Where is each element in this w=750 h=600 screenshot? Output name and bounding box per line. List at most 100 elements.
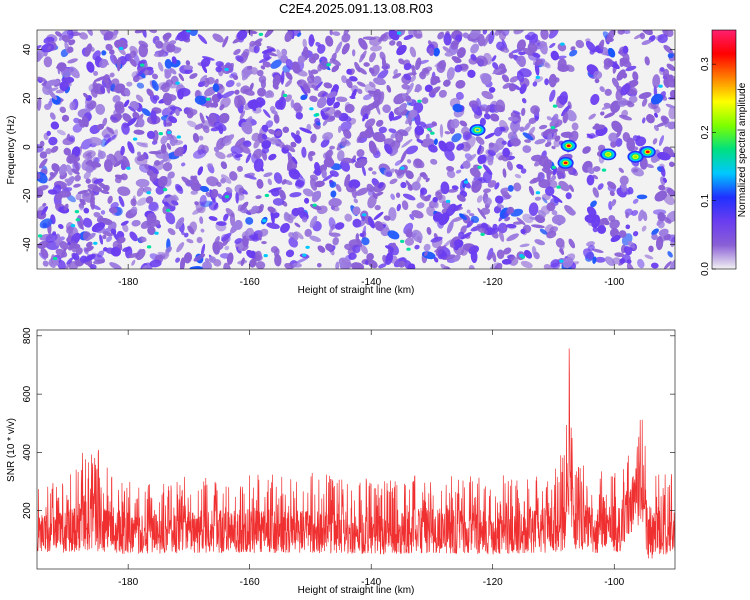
heatmap-cell — [186, 238, 194, 244]
heatmap-cell — [68, 135, 75, 142]
heatmap-cell — [376, 119, 384, 127]
heatmap-cell — [358, 38, 368, 50]
heatmap-cell — [329, 181, 337, 188]
heatmap-cell — [651, 233, 658, 241]
heatmap-cell — [102, 117, 108, 127]
heatmap-cell — [155, 40, 164, 49]
heatmap-cell — [284, 262, 294, 269]
heatmap-hotspot — [600, 148, 617, 161]
heatmap-cell — [426, 226, 432, 235]
heatmap-cell — [571, 122, 579, 131]
heatmap-cell — [314, 118, 321, 124]
heatmap-cell — [166, 208, 171, 212]
heatmap-cell — [664, 261, 672, 269]
heatmap-cell — [542, 130, 549, 137]
heatmap-cell — [483, 197, 492, 206]
heatmap-cell — [400, 181, 407, 189]
heatmap-cell — [378, 32, 389, 42]
heatmap-cell — [67, 46, 74, 53]
heatmap-cell — [456, 194, 466, 202]
heatmap-cell — [181, 176, 192, 186]
heatmap-cell — [465, 136, 476, 149]
heatmap-cell — [549, 89, 556, 102]
heatmap-cell — [52, 256, 58, 261]
heatmap-cell — [186, 30, 191, 33]
heatmap-cell — [483, 113, 491, 120]
heatmap-cell — [446, 170, 456, 179]
heatmap-cell — [621, 109, 629, 118]
heatmap-cell — [312, 203, 317, 207]
heatmap-cell — [325, 243, 334, 251]
heatmap-cell — [83, 171, 91, 180]
heatmap-cell — [227, 252, 234, 265]
heatmap-cell — [309, 95, 318, 103]
heatmap-cell — [316, 97, 327, 109]
heatmap-cell — [360, 105, 371, 117]
heatmap-cell — [552, 104, 558, 108]
heatmap-cell — [66, 154, 77, 164]
heatmap-cell — [521, 98, 527, 104]
heatmap-cell — [242, 245, 249, 251]
heatmap-cell — [455, 91, 464, 100]
heatmap-cell — [586, 174, 595, 186]
heatmap-cell — [327, 91, 337, 99]
heatmap-cell — [85, 178, 91, 184]
heatmap-cell — [273, 172, 283, 184]
heatmap-cell — [583, 248, 594, 260]
heatmap-cell — [520, 168, 527, 174]
heatmap-cell — [120, 145, 125, 156]
heatmap-cell — [496, 203, 505, 209]
heatmap-cell — [112, 54, 118, 65]
heatmap-cell — [106, 126, 115, 135]
heatmap-cell — [220, 96, 231, 108]
heatmap-cell — [114, 83, 126, 94]
heatmap-cell — [101, 50, 107, 56]
heatmap-cell — [317, 245, 326, 253]
heatmap-cell — [282, 144, 290, 150]
heatmap-cell — [551, 209, 558, 216]
heatmap-cell — [273, 113, 280, 124]
heatmap-cell — [151, 80, 159, 91]
heatmap-cell — [160, 143, 167, 154]
heatmap-cell — [505, 223, 517, 229]
heatmap-cell — [100, 210, 106, 215]
heatmap-cell — [199, 112, 205, 124]
heatmap-cell — [384, 143, 393, 155]
heatmap-cell — [297, 55, 306, 64]
heatmap-cell — [88, 137, 103, 146]
heatmap-cell — [416, 202, 425, 209]
heatmap-cell — [275, 130, 282, 137]
heatmap-cell — [397, 103, 407, 113]
heatmap-cell — [263, 172, 273, 178]
heatmap-cell — [552, 214, 566, 225]
heatmap-cell — [569, 49, 578, 57]
heatmap-cell — [411, 229, 423, 243]
heatmap-cell — [245, 152, 252, 164]
heatmap-cell — [261, 133, 268, 140]
heatmap-cell — [534, 59, 543, 66]
heatmap-cell — [501, 140, 507, 145]
heatmap-cell — [657, 220, 665, 229]
heatmap-cell — [341, 33, 351, 43]
heatmap-cell — [66, 225, 74, 234]
heatmap-cell — [235, 192, 239, 204]
heatmap-cell — [456, 143, 465, 151]
heatmap-cell — [116, 230, 125, 239]
heatmap-cell — [367, 194, 377, 209]
heatmap-cell — [212, 241, 220, 255]
heatmap-cell — [592, 226, 598, 233]
heatmap-cell — [59, 106, 67, 113]
heatmap-cell — [567, 209, 576, 216]
hotspot-ring — [645, 150, 650, 154]
heatmap-cell — [181, 162, 186, 167]
heatmap-cell — [223, 213, 229, 222]
heatmap-cell — [414, 244, 420, 250]
heatmap-cell — [627, 186, 634, 195]
heatmap-cell — [203, 77, 210, 88]
heatmap-cell — [414, 125, 425, 136]
y-tick-label: 400 — [22, 444, 33, 461]
heatmap-cell — [632, 168, 639, 173]
heatmap-cell — [666, 63, 675, 71]
heatmap-cell — [381, 57, 387, 71]
heatmap-cell — [444, 131, 451, 135]
